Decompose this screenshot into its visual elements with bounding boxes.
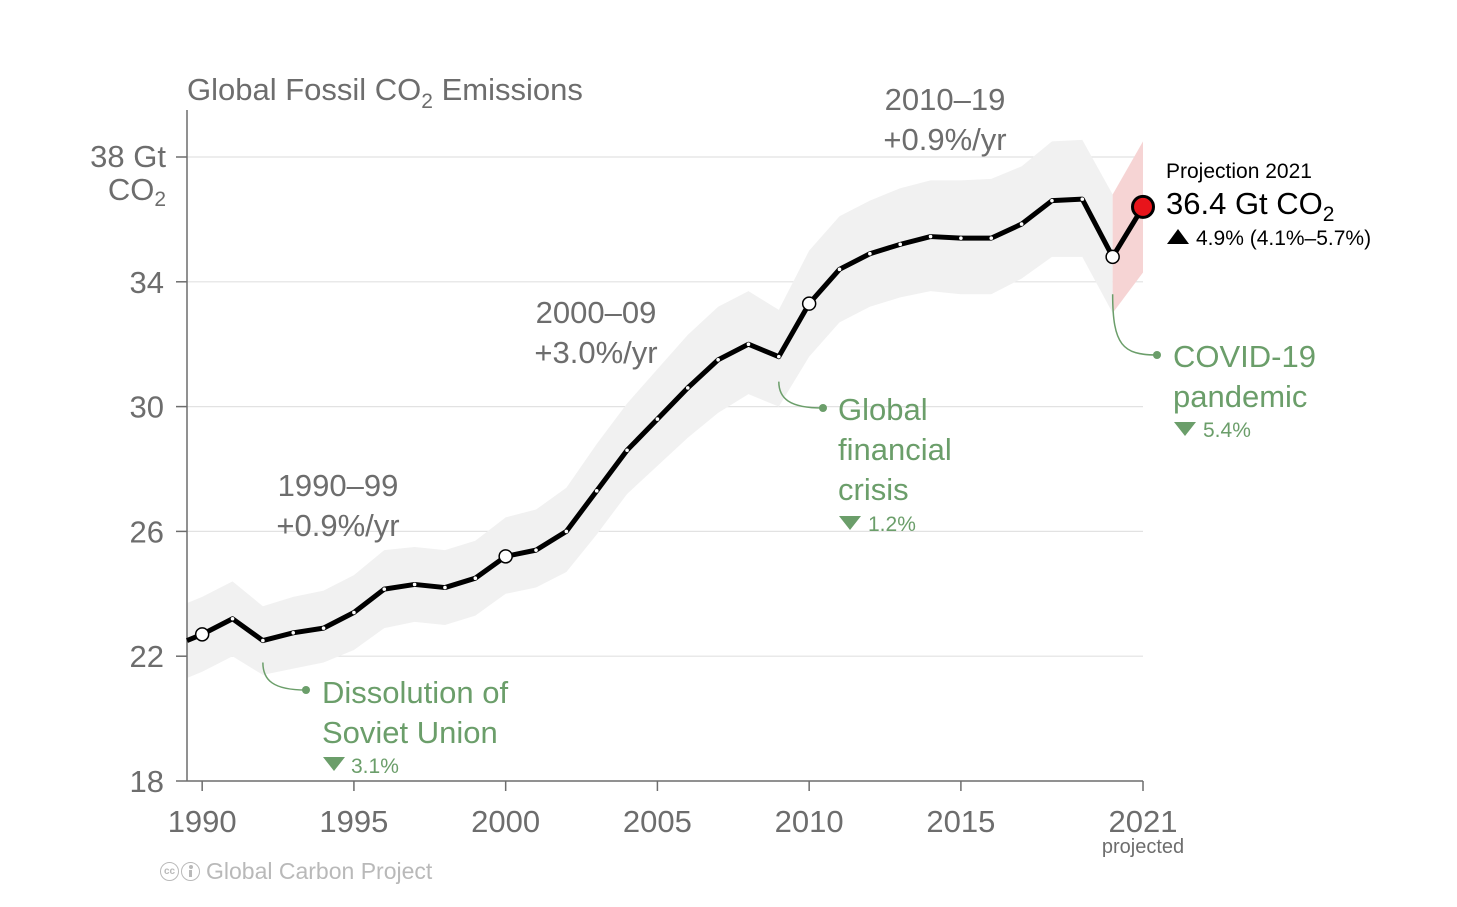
data-point <box>746 342 751 347</box>
leader-dot <box>819 404 827 412</box>
svg-text:Projection 2021: Projection 2021 <box>1166 160 1312 183</box>
data-point <box>291 631 296 635</box>
highlight-point <box>498 549 513 564</box>
svg-text:4.9% (4.1%–5.7%): 4.9% (4.1%–5.7%) <box>1196 227 1371 250</box>
x-tick-note: projected <box>1102 836 1184 858</box>
data-point <box>412 582 417 587</box>
svg-text:+3.0%/yr: +3.0%/yr <box>534 335 657 370</box>
data-point <box>898 242 903 247</box>
data-point <box>868 251 872 256</box>
x-tick-label: 2000 <box>471 804 540 839</box>
credit-footer: cc Global Carbon Project <box>160 858 432 885</box>
highlight-point <box>1105 249 1120 265</box>
data-point <box>261 638 265 643</box>
event-soviet-dissolution: Dissolution of Soviet Union 3.1% <box>322 675 508 778</box>
event-leader-lines <box>262 294 1161 694</box>
data-point <box>594 489 599 493</box>
data-point <box>777 354 781 359</box>
leader-line <box>1111 294 1158 356</box>
x-tick-label: 2005 <box>623 804 692 839</box>
y-tick-label: 26 <box>130 514 164 549</box>
down-triangle-icon <box>323 757 345 771</box>
data-point <box>685 386 690 390</box>
svg-text:crisis: crisis <box>838 472 909 507</box>
data-point <box>989 236 994 240</box>
data-point <box>321 626 326 630</box>
svg-text:5.4%: 5.4% <box>1203 419 1251 442</box>
data-point <box>655 417 660 421</box>
period-annotation-2000s: 2000–09 +3.0%/yr <box>534 295 657 370</box>
svg-text:Dissolution of: Dissolution of <box>322 675 508 710</box>
credit-text: Global Carbon Project <box>206 858 433 884</box>
highlight-point <box>801 296 817 311</box>
svg-text:+0.9%/yr: +0.9%/yr <box>276 508 399 543</box>
y-tick-label: 22 <box>130 639 164 674</box>
creative-commons-icon: cc <box>160 862 179 881</box>
data-point <box>837 267 842 272</box>
y-tick-label: 34 <box>130 265 164 300</box>
x-tick-label: 2010 <box>775 804 844 839</box>
svg-text:2000–09: 2000–09 <box>536 295 657 330</box>
period-annotation-1990s: 1990–99 +0.9%/yr <box>276 468 399 543</box>
y-unit-label: 38 Gt <box>90 139 166 174</box>
data-point <box>352 610 356 615</box>
svg-text:COVID-19: COVID-19 <box>1173 339 1316 374</box>
svg-text:Global: Global <box>838 392 928 427</box>
period-annotation-2010s: 2010–19 +0.9%/yr <box>883 82 1006 157</box>
highlight-point <box>194 627 210 642</box>
x-tick-label: 1990 <box>168 804 237 839</box>
svg-text:financial: financial <box>838 432 952 467</box>
data-point <box>716 358 720 362</box>
data-point <box>1019 222 1024 226</box>
svg-text:1990–99: 1990–99 <box>278 468 399 503</box>
svg-text:Soviet Union: Soviet Union <box>322 715 498 750</box>
down-triangle-icon <box>839 516 861 530</box>
svg-text:36.4 Gt CO2: 36.4 Gt CO2 <box>1166 186 1334 226</box>
leader-dot <box>302 686 310 694</box>
y-tick-label: 18 <box>130 764 164 799</box>
x-tick-label: 2015 <box>926 804 995 839</box>
svg-text:3.1%: 3.1% <box>351 755 399 778</box>
svg-text:pandemic: pandemic <box>1173 379 1307 414</box>
down-triangle-icon <box>1174 422 1196 436</box>
chart-title: Global Fossil CO2 Emissions <box>187 72 583 113</box>
y-tick-label: 30 <box>130 390 164 425</box>
data-point <box>473 576 478 580</box>
y-unit-label-co2: CO2 <box>108 172 166 211</box>
data-point <box>959 236 963 240</box>
data-point <box>564 529 569 534</box>
leader-line <box>262 662 307 691</box>
svg-text:+0.9%/yr: +0.9%/yr <box>883 122 1006 157</box>
x-tick-label: 2021 <box>1109 804 1178 839</box>
projection-callout: Projection 2021 36.4 Gt CO2 4.9% (4.1%–5… <box>1166 160 1371 250</box>
data-point <box>1080 197 1085 201</box>
leader-dot <box>1153 351 1161 359</box>
data-point <box>1050 198 1054 203</box>
data-point <box>382 587 387 591</box>
data-point <box>534 548 538 552</box>
data-points <box>194 194 1155 643</box>
event-covid-pandemic: COVID-19 pandemic 5.4% <box>1173 339 1316 442</box>
up-triangle-icon <box>1167 229 1189 244</box>
axes <box>176 110 1144 791</box>
svg-text:1.2%: 1.2% <box>868 513 916 536</box>
data-point <box>230 616 235 621</box>
x-tick-label: 1995 <box>319 804 388 839</box>
event-financial-crisis: Global financial crisis 1.2% <box>838 392 952 536</box>
attribution-icon <box>181 862 200 881</box>
data-point <box>625 448 629 453</box>
projection-point <box>1131 194 1155 219</box>
leader-line <box>778 381 824 409</box>
svg-text:2010–19: 2010–19 <box>885 82 1006 117</box>
data-point <box>443 585 447 590</box>
data-point <box>928 234 933 239</box>
uncertainty-band <box>187 139 1113 679</box>
